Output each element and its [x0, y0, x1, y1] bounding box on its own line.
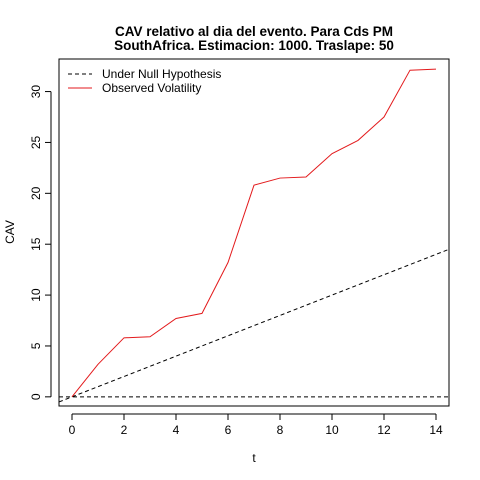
- x-tick-label: 12: [377, 423, 391, 437]
- x-axis: 0 2 4 6 8 10 12 14: [69, 413, 443, 437]
- y-tick-label: 20: [29, 186, 43, 200]
- null-hypothesis-line: [58, 248, 450, 403]
- legend-label-null: Under Null Hypothesis: [102, 67, 221, 81]
- x-tick-label: 0: [69, 423, 76, 437]
- x-tick-label: 8: [277, 423, 284, 437]
- y-axis-label: CAV: [3, 220, 17, 244]
- x-tick-label: 10: [325, 423, 339, 437]
- x-tick-label: 4: [173, 423, 180, 437]
- y-tick-label: 25: [29, 135, 43, 149]
- x-tick-label: 2: [121, 423, 128, 437]
- legend: Under Null Hypothesis Observed Volatilit…: [68, 67, 221, 95]
- plot-frame: [58, 58, 450, 407]
- chart-subtitle: SouthAfrica. Estimacion: 1000. Traslape:…: [114, 38, 394, 53]
- y-tick-label: 30: [29, 85, 43, 99]
- chart-title: CAV relativo al dia del evento. Para Cds…: [115, 24, 393, 39]
- y-tick-label: 10: [29, 288, 43, 302]
- y-tick-label: 0: [29, 393, 43, 400]
- y-tick-label: 15: [29, 237, 43, 251]
- x-axis-label: t: [252, 451, 256, 465]
- x-tick-label: 14: [429, 423, 443, 437]
- legend-label-observed: Observed Volatility: [102, 81, 201, 95]
- y-axis: 0 5 10 15 20 25 30: [29, 85, 52, 400]
- observed-volatility-line: [71, 68, 437, 398]
- x-tick-label: 6: [225, 423, 232, 437]
- plot-area: [58, 68, 450, 403]
- y-tick-label: 5: [29, 342, 43, 349]
